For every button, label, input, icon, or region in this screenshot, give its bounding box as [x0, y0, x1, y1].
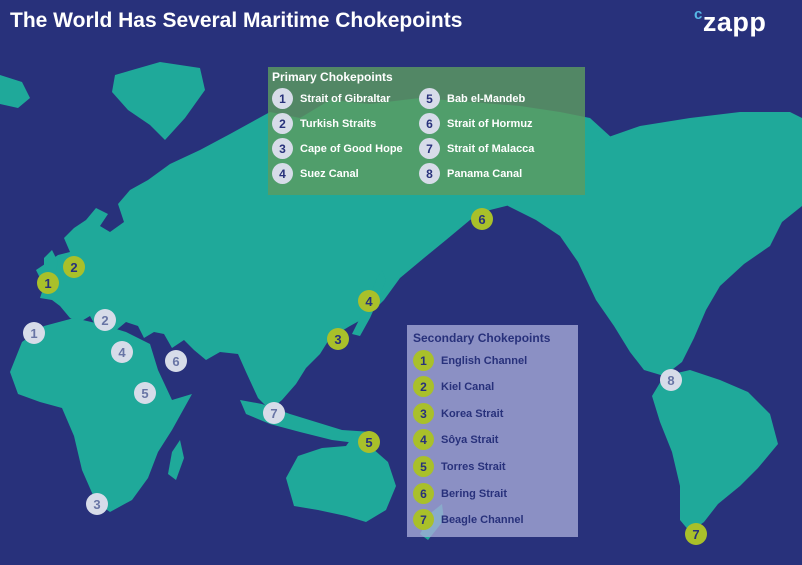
- land-south-america: [652, 370, 778, 532]
- secondary-legend-item: 5 Torres Strait: [413, 456, 506, 477]
- secondary-legend: Secondary Chokepoints 1 English Channel 2…: [407, 325, 578, 537]
- legend-label: Torres Strait: [441, 460, 506, 473]
- legend-label: Kiel Canal: [441, 380, 495, 393]
- marker-cape-of-good-hope: 3: [86, 493, 108, 515]
- marker-kiel-canal: 2: [63, 256, 85, 278]
- primary-legend-item: 7 Strait of Malacca: [419, 138, 534, 159]
- land-greenland: [112, 62, 205, 140]
- marker-suez-canal: 4: [111, 341, 133, 363]
- primary-legend-item: 5 Bab el-Mandeb: [419, 88, 525, 109]
- marker-turkish-straits: 2: [94, 309, 116, 331]
- legend-label: Bering Strait: [441, 487, 508, 500]
- legend-label: Bab el-Mandeb: [447, 92, 526, 105]
- legend-number: 4: [272, 163, 293, 184]
- secondary-legend-item: 1 English Channel: [413, 350, 527, 371]
- legend-number: 8: [419, 163, 440, 184]
- primary-legend-item: 1 Strait of Gibraltar: [272, 88, 390, 109]
- marker-strait-of-hormuz: 6: [165, 350, 187, 372]
- legend-number: 1: [413, 350, 434, 371]
- legend-number: 2: [413, 376, 434, 397]
- secondary-legend-title: Secondary Chokepoints: [413, 331, 551, 345]
- land-australia: [286, 432, 396, 522]
- primary-legend: Primary Chokepoints 1 Strait of Gibraltar…: [268, 67, 585, 195]
- legend-label: Beagle Channel: [441, 513, 524, 526]
- secondary-legend-item: 3 Korea Strait: [413, 403, 503, 424]
- legend-label: Panama Canal: [447, 167, 523, 180]
- secondary-legend-item: 4 Sôya Strait: [413, 429, 498, 450]
- legend-label: English Channel: [441, 354, 528, 367]
- land-alaska-west: [0, 75, 30, 108]
- marker-beagle-channel: 7: [685, 523, 707, 545]
- legend-number: 3: [413, 403, 434, 424]
- legend-label: Cape of Good Hope: [300, 142, 403, 155]
- page-title: The World Has Several Maritime Chokepoin…: [10, 9, 463, 32]
- brand-logo: czapp: [694, 6, 766, 38]
- land-madagascar: [168, 440, 184, 480]
- secondary-legend-item: 7 Beagle Channel: [413, 509, 524, 530]
- brand-name: zapp: [702, 7, 767, 37]
- primary-legend-item: 2 Turkish Straits: [272, 113, 376, 134]
- land-uk: [44, 250, 58, 278]
- legend-number: 3: [272, 138, 293, 159]
- legend-number: 2: [272, 113, 293, 134]
- marker-soya-strait: 4: [358, 290, 380, 312]
- primary-legend-item: 8 Panama Canal: [419, 163, 522, 184]
- legend-number: 7: [419, 138, 440, 159]
- legend-number: 5: [413, 456, 434, 477]
- legend-number: 5: [419, 88, 440, 109]
- primary-legend-title: Primary Chokepoints: [272, 70, 393, 84]
- legend-label: Strait of Hormuz: [447, 117, 533, 130]
- legend-label: Strait of Malacca: [447, 142, 535, 155]
- legend-number: 6: [419, 113, 440, 134]
- legend-label: Strait of Gibraltar: [300, 92, 391, 105]
- legend-label: Sôya Strait: [441, 433, 499, 446]
- marker-english-channel: 1: [37, 272, 59, 294]
- marker-strait-of-malacca: 7: [263, 402, 285, 424]
- legend-number: 4: [413, 429, 434, 450]
- legend-number: 7: [413, 509, 434, 530]
- marker-bering-strait: 6: [471, 208, 493, 230]
- brand-prefix: c: [694, 6, 703, 23]
- secondary-legend-item: 2 Kiel Canal: [413, 376, 494, 397]
- land-africa: [10, 318, 192, 512]
- legend-label: Korea Strait: [441, 407, 504, 420]
- marker-panama-canal: 8: [660, 369, 682, 391]
- legend-label: Suez Canal: [300, 167, 359, 180]
- marker-bab-el-mandeb: 5: [134, 382, 156, 404]
- primary-legend-item: 3 Cape of Good Hope: [272, 138, 403, 159]
- legend-number: 1: [272, 88, 293, 109]
- marker-torres-strait: 5: [358, 431, 380, 453]
- secondary-legend-item: 6 Bering Strait: [413, 483, 507, 504]
- marker-strait-of-gibraltar: 1: [23, 322, 45, 344]
- legend-number: 6: [413, 483, 434, 504]
- primary-legend-item: 4 Suez Canal: [272, 163, 359, 184]
- primary-legend-item: 6 Strait of Hormuz: [419, 113, 533, 134]
- legend-label: Turkish Straits: [300, 117, 377, 130]
- marker-korea-strait: 3: [327, 328, 349, 350]
